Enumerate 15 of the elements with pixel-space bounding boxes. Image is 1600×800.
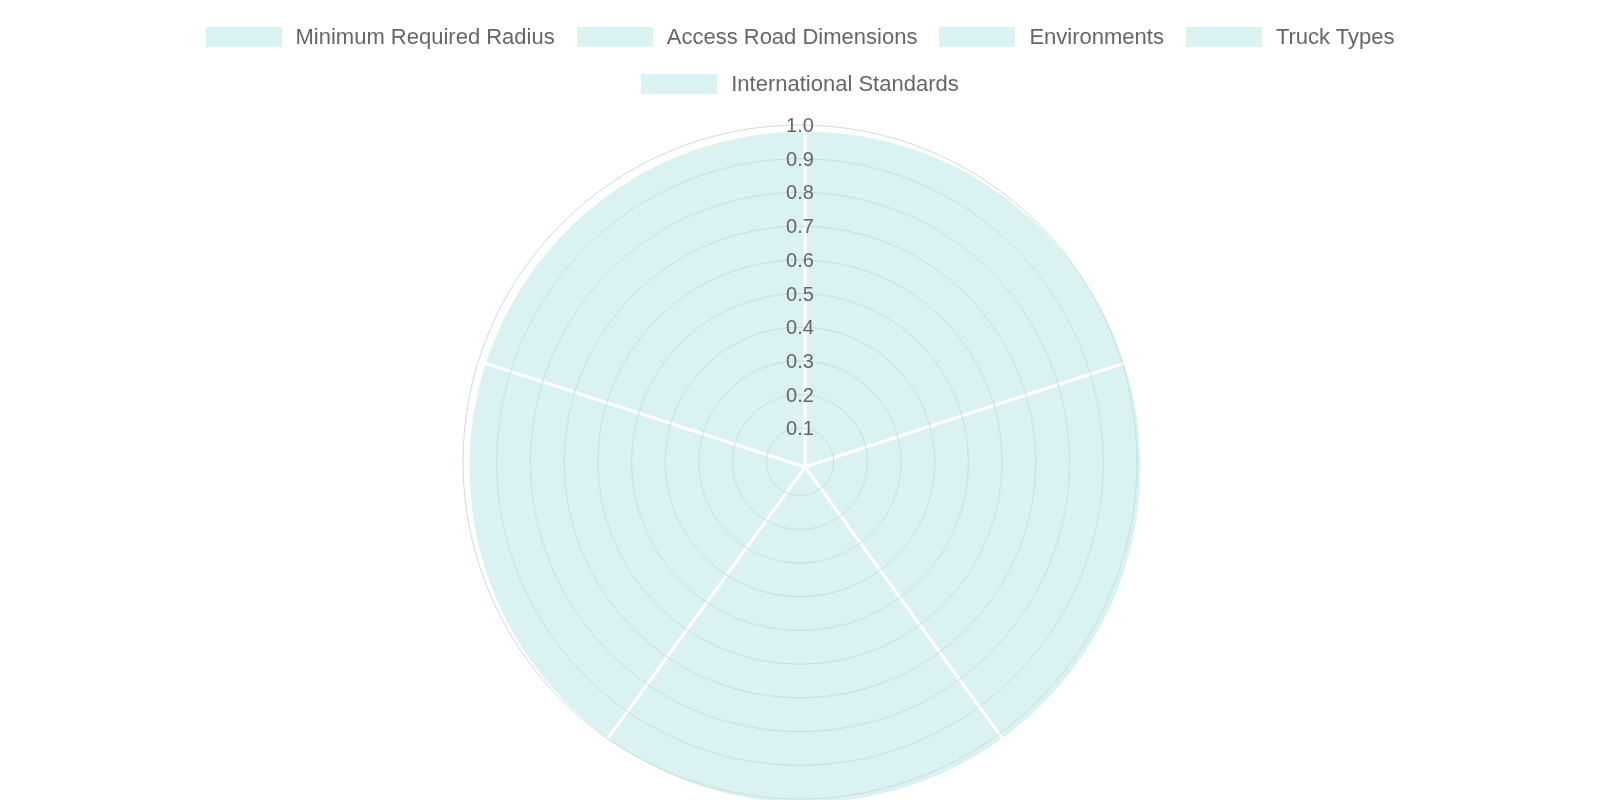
text: 0.2 bbox=[786, 383, 814, 406]
legend-label: Access Road Dimensions bbox=[666, 23, 918, 50]
text: 0.8 bbox=[786, 181, 814, 204]
text: 0.7 bbox=[786, 215, 814, 238]
text: 0.9 bbox=[786, 147, 814, 170]
text: 0.5 bbox=[786, 282, 814, 305]
text: 0.3 bbox=[786, 349, 814, 372]
text: 0.1 bbox=[786, 417, 814, 440]
legend-label: Environments bbox=[1029, 23, 1164, 50]
legend-label: Truck Types bbox=[1275, 23, 1395, 50]
text: 0.4 bbox=[786, 316, 814, 339]
text: 0.6 bbox=[786, 248, 814, 271]
text: 1.0 bbox=[786, 114, 814, 136]
legend-label: Minimum Required Radius bbox=[295, 23, 555, 50]
legend-label: International Standards bbox=[731, 70, 959, 97]
